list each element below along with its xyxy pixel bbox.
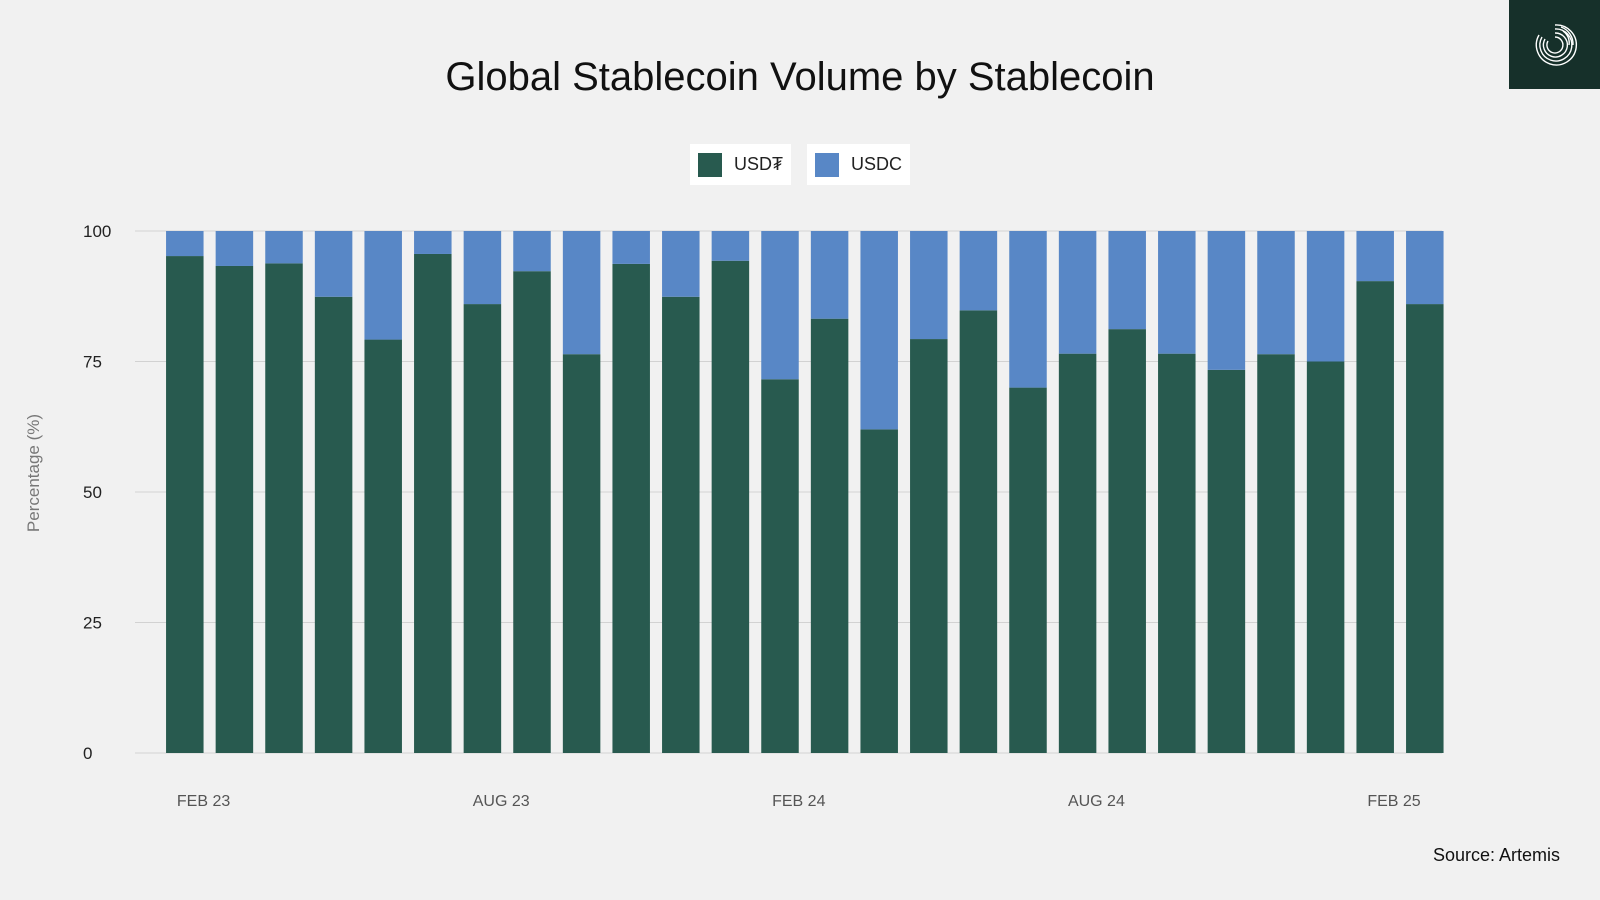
bar-usdc-13 xyxy=(761,231,799,380)
chart-title: Global Stablecoin Volume by Stablecoin xyxy=(445,55,1155,99)
y-axis-label: Percentage (%) xyxy=(24,414,43,532)
bar-usdc-20 xyxy=(1108,231,1146,330)
bar-usdc-19 xyxy=(1058,231,1097,354)
bar-usdt-2 xyxy=(215,265,254,753)
bar-usdc-25 xyxy=(1356,231,1394,282)
bar-usdt-17 xyxy=(959,310,998,753)
legend-swatch-usdt xyxy=(698,152,722,177)
bar-usdt-25 xyxy=(1356,281,1394,753)
x-tick-label: AUG 23 xyxy=(473,793,530,810)
bar-usdt-23 xyxy=(1257,354,1295,753)
spiral-logo-icon xyxy=(1535,23,1577,66)
bar-usdc-26 xyxy=(1406,231,1444,305)
source-note: Source: Artemis xyxy=(1432,845,1560,865)
bar-usdt-4 xyxy=(314,296,353,753)
bar-usdc-24 xyxy=(1306,231,1345,362)
x-tick-label: FEB 24 xyxy=(772,793,825,810)
bar-usdt-21 xyxy=(1158,353,1196,753)
bar-usdc-14 xyxy=(810,231,849,319)
bar-usdc-4 xyxy=(314,231,353,297)
bar-usdc-7 xyxy=(463,231,502,305)
bar-usdt-9 xyxy=(562,354,601,753)
bar-usdc-11 xyxy=(662,231,700,297)
bar-usdt-13 xyxy=(761,379,799,753)
bar-usdt-6 xyxy=(414,253,452,753)
bar-usdt-11 xyxy=(662,296,700,753)
bar-usdt-14 xyxy=(810,318,849,753)
y-tick-label: 100 xyxy=(83,222,111,241)
bar-usdc-10 xyxy=(612,231,650,264)
y-tick-label: 50 xyxy=(83,483,102,502)
bar-usdc-6 xyxy=(414,231,452,254)
bar-usdt-24 xyxy=(1306,361,1345,753)
legend-item-usdc: USDC xyxy=(807,144,911,185)
bar-usdt-18 xyxy=(1009,387,1047,753)
bar-usdt-12 xyxy=(711,260,750,753)
bar-usdt-16 xyxy=(910,339,948,753)
bar-usdt-15 xyxy=(860,429,898,753)
y-tick-label: 25 xyxy=(83,614,102,633)
bar-usdt-8 xyxy=(513,271,551,753)
bar-usdt-20 xyxy=(1108,329,1146,753)
bar-usdc-23 xyxy=(1257,231,1295,355)
bar-usdc-18 xyxy=(1009,231,1047,388)
x-tick-label: FEB 23 xyxy=(177,793,230,810)
legend-item-usdt: USD₮ xyxy=(690,144,791,185)
bar-usdc-16 xyxy=(910,231,948,340)
bar-usdt-7 xyxy=(463,304,502,753)
bar-usdc-17 xyxy=(959,231,998,311)
legend-swatch-usdc xyxy=(815,152,839,177)
bar-usdc-8 xyxy=(513,231,551,272)
bar-usdc-5 xyxy=(364,231,402,340)
legend-label-usdt: USD₮ xyxy=(734,154,783,174)
bar-usdt-1 xyxy=(166,256,204,753)
x-tick-label: FEB 25 xyxy=(1367,793,1420,810)
bar-usdc-1 xyxy=(166,231,204,257)
legend-label-usdc: USDC xyxy=(851,154,903,174)
chart-legend: USD₮ USDC xyxy=(690,144,911,185)
x-tick-label: AUG 24 xyxy=(1068,793,1125,810)
bar-usdc-15 xyxy=(860,231,898,430)
bar-usdc-21 xyxy=(1158,231,1196,354)
brand-logo xyxy=(1509,0,1600,89)
y-tick-label: 0 xyxy=(83,744,92,763)
y-tick-label: 75 xyxy=(83,353,102,372)
bar-usdt-3 xyxy=(265,263,303,753)
bar-usdc-3 xyxy=(265,231,303,264)
bar-usdt-19 xyxy=(1058,353,1097,753)
bar-usdt-26 xyxy=(1406,304,1444,753)
bar-usdc-2 xyxy=(215,231,254,266)
bar-usdt-10 xyxy=(612,263,650,753)
bar-usdt-5 xyxy=(364,339,402,753)
bar-usdt-22 xyxy=(1207,369,1246,753)
bar-usdc-12 xyxy=(711,231,750,261)
bar-usdc-9 xyxy=(562,231,601,355)
bar-usdc-22 xyxy=(1207,231,1246,370)
